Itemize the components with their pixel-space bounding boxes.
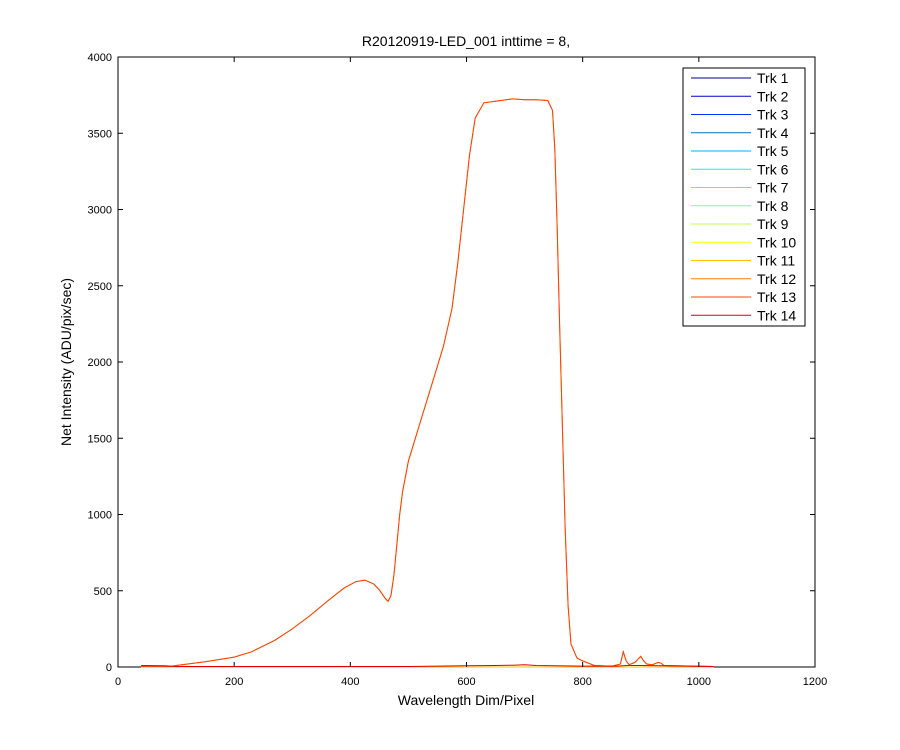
- legend-label: Trk 7: [757, 180, 789, 196]
- y-axis-title: Net Intensity (ADU/pix/sec): [58, 278, 74, 446]
- series-line-trk-14: [141, 664, 714, 667]
- legend-label: Trk 13: [757, 289, 796, 305]
- legend-box: [682, 67, 806, 327]
- legend-item-trk-12: Trk 12: [691, 271, 796, 287]
- legend-label: Trk 2: [757, 88, 789, 104]
- legend-label: Trk 8: [757, 198, 789, 214]
- legend-label: Trk 3: [757, 107, 789, 123]
- legend-label: Trk 6: [757, 161, 789, 177]
- legend-label: Trk 12: [757, 271, 796, 287]
- y-tick-label: 4000: [88, 52, 112, 64]
- legend-label: Trk 5: [757, 143, 789, 159]
- x-tick-label: 1200: [803, 676, 827, 688]
- legend-item-trk-10: Trk 10: [691, 234, 796, 250]
- legend-label: Trk 14: [757, 307, 796, 323]
- legend-label: Trk 10: [757, 234, 796, 250]
- legend: Trk 1 Trk 2 Trk 3 Trk 4 Trk 5 Trk 6 Trk 7 Trk 8…: [682, 67, 806, 327]
- legend-item-trk-9: Trk 9: [691, 216, 789, 232]
- x-axis-title: Wavelength Dim/Pixel: [398, 692, 534, 708]
- y-tick-label: 1500: [88, 433, 112, 445]
- series-line-trk-13: [141, 98, 714, 668]
- y-tick-label: 0: [106, 662, 112, 674]
- axis-layer: 0 200 400 600 800 1000 1200 0 500 1000 1500 2000 250…: [88, 52, 828, 688]
- y-tick-label: 3000: [88, 205, 112, 217]
- y-tick-label: 1000: [88, 510, 112, 522]
- legend-item-trk-13: Trk 13: [691, 289, 796, 305]
- x-tick-label: 400: [341, 676, 359, 688]
- legend-item-trk-6: Trk 6: [691, 161, 789, 177]
- legend-item-trk-3: Trk 3: [691, 107, 789, 123]
- legend-label: Trk 11: [757, 253, 795, 269]
- x-tick-label: 1000: [687, 676, 711, 688]
- x-tick-label: 600: [457, 676, 475, 688]
- legend-label: Trk 4: [757, 125, 789, 141]
- legend-label: Trk 9: [757, 216, 789, 232]
- legend-item-trk-4: Trk 4: [691, 125, 789, 141]
- legend-item-trk-1: Trk 1: [691, 70, 789, 86]
- series-layer: [141, 98, 714, 668]
- legend-item-trk-5: Trk 5: [691, 143, 789, 159]
- y-tick-label: 2500: [88, 281, 112, 293]
- x-tick-label: 800: [573, 676, 591, 688]
- legend-label: Trk 1: [757, 70, 789, 86]
- x-tick-label: 200: [225, 676, 243, 688]
- legend-item-trk-7: Trk 7: [691, 180, 789, 196]
- legend-item-trk-11: Trk 11: [691, 253, 795, 269]
- legend-item-trk-14: Trk 14: [691, 307, 796, 323]
- x-tick-label: 0: [115, 676, 121, 688]
- legend-item-trk-8: Trk 8: [691, 198, 789, 214]
- chart-title: R20120919-LED_001 inttime = 8,: [362, 33, 570, 49]
- y-tick-label: 500: [94, 586, 112, 598]
- legend-item-trk-2: Trk 2: [691, 88, 789, 104]
- y-tick-label: 2000: [88, 357, 112, 369]
- y-tick-label: 3500: [88, 128, 112, 140]
